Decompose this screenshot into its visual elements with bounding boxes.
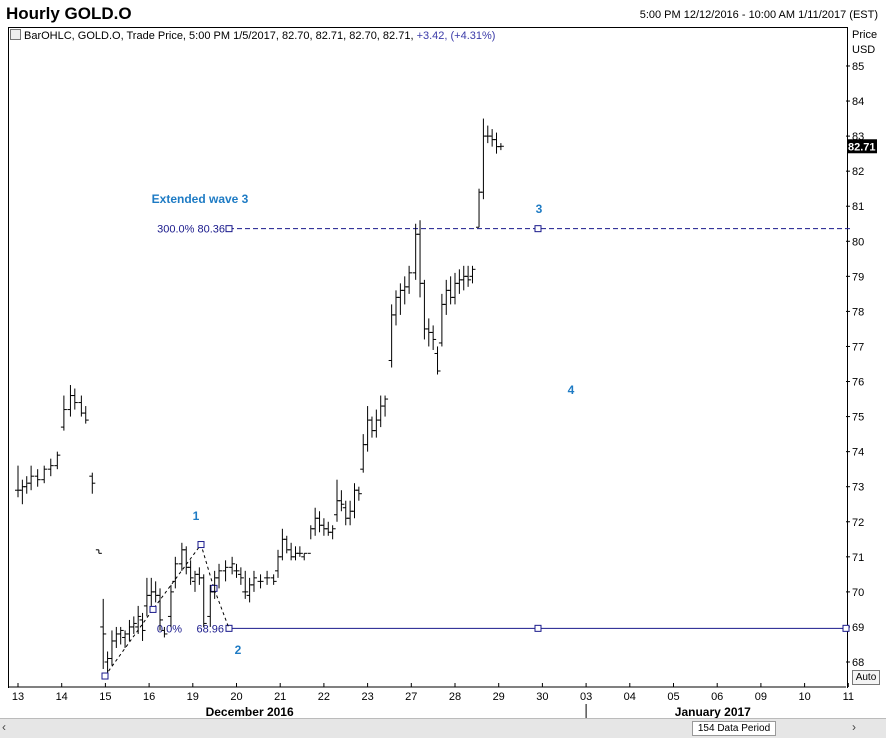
legend-change: +3.42, (+4.31%): [416, 30, 496, 42]
horizontal-scrollbar[interactable]: ‹ 154 Data Period ›: [0, 718, 886, 738]
x-tick-label: 14: [56, 691, 68, 703]
x-tick-label: 22: [318, 691, 330, 703]
y-tick-label: 74: [852, 447, 864, 459]
month-label: January 2017: [675, 705, 751, 719]
scroll-left-icon[interactable]: ‹: [2, 720, 6, 734]
auto-scale-button[interactable]: Auto: [852, 670, 880, 685]
x-axis: 13 14 15 16 19 20 21 22 23 27 28 29 30 03 04 05 06 09 10 11…: [8, 683, 854, 719]
x-tick-label: 29: [493, 691, 505, 703]
y-tick-label: 69: [852, 622, 864, 634]
x-tick-label: 21: [274, 691, 286, 703]
last-price-label: 82.71: [848, 141, 876, 153]
y-tick-label: 71: [852, 552, 864, 564]
x-tick-label: 09: [755, 691, 767, 703]
y-tick-label: 72: [852, 517, 864, 529]
x-tick-label: 03: [580, 691, 592, 703]
series-icon[interactable]: [10, 29, 21, 40]
y-tick-label: 83: [852, 131, 864, 143]
x-tick-label: 20: [230, 691, 242, 703]
x-tick-label: 28: [449, 691, 461, 703]
x-tick-label: 11: [843, 691, 854, 703]
x-tick-label: 06: [711, 691, 723, 703]
x-tick-label: 27: [405, 691, 417, 703]
y-tick-label: 78: [852, 306, 864, 318]
x-tick-label: 30: [536, 691, 548, 703]
scroll-right-icon[interactable]: ›: [852, 720, 856, 734]
x-tick-label: 19: [187, 691, 199, 703]
y-tick-label: 75: [852, 412, 864, 424]
scroll-thumb[interactable]: 154 Data Period: [692, 721, 776, 736]
x-tick-label: 15: [99, 691, 111, 703]
last-price-badge: [847, 139, 877, 154]
y-axis-title: Price: [852, 29, 877, 41]
chart-title: Hourly GOLD.O: [6, 4, 132, 23]
x-tick-label: 04: [624, 691, 636, 703]
y-tick-label: 79: [852, 271, 864, 283]
month-label: December 2016: [206, 705, 294, 719]
y-tick-label: 77: [852, 341, 864, 353]
y-tick-label: 76: [852, 377, 864, 389]
y-tick-label: 84: [852, 96, 864, 108]
x-tick-label: 16: [143, 691, 155, 703]
x-tick-label: 10: [798, 691, 810, 703]
y-axis-unit: USD: [852, 44, 875, 56]
date-range: 5:00 PM 12/12/2016 - 10:00 AM 1/11/2017 …: [639, 9, 878, 21]
y-axis: Price USD 68 69 70 71 72 73 74 75 76 77 78 79 80 81 82 83…: [846, 29, 877, 669]
legend: BarOHLC, GOLD.O, Trade Price, 5:00 PM 1/…: [10, 29, 495, 42]
y-tick-label: 82: [852, 166, 864, 178]
chart-frame[interactable]: [8, 27, 848, 688]
y-tick-label: 85: [852, 61, 864, 73]
y-tick-label: 70: [852, 587, 864, 599]
legend-text: BarOHLC, GOLD.O, Trade Price, 5:00 PM 1/…: [24, 30, 414, 42]
y-tick-label: 80: [852, 236, 864, 248]
y-tick-label: 73: [852, 482, 864, 494]
x-tick-label: 13: [12, 691, 24, 703]
x-tick-label: 05: [667, 691, 679, 703]
x-tick-label: 23: [361, 691, 373, 703]
y-tick-label: 81: [852, 201, 864, 213]
y-tick-label: 68: [852, 657, 864, 669]
